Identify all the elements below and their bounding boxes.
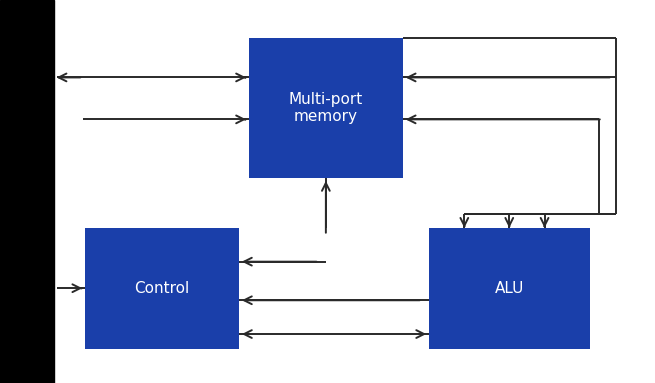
Text: Control: Control xyxy=(134,281,190,296)
Text: ALU: ALU xyxy=(495,281,524,296)
Bar xyxy=(0,0,54,383)
Bar xyxy=(85,228,239,349)
Bar xyxy=(249,38,403,178)
Text: Multi-port
memory: Multi-port memory xyxy=(289,92,363,124)
Bar xyxy=(429,228,590,349)
